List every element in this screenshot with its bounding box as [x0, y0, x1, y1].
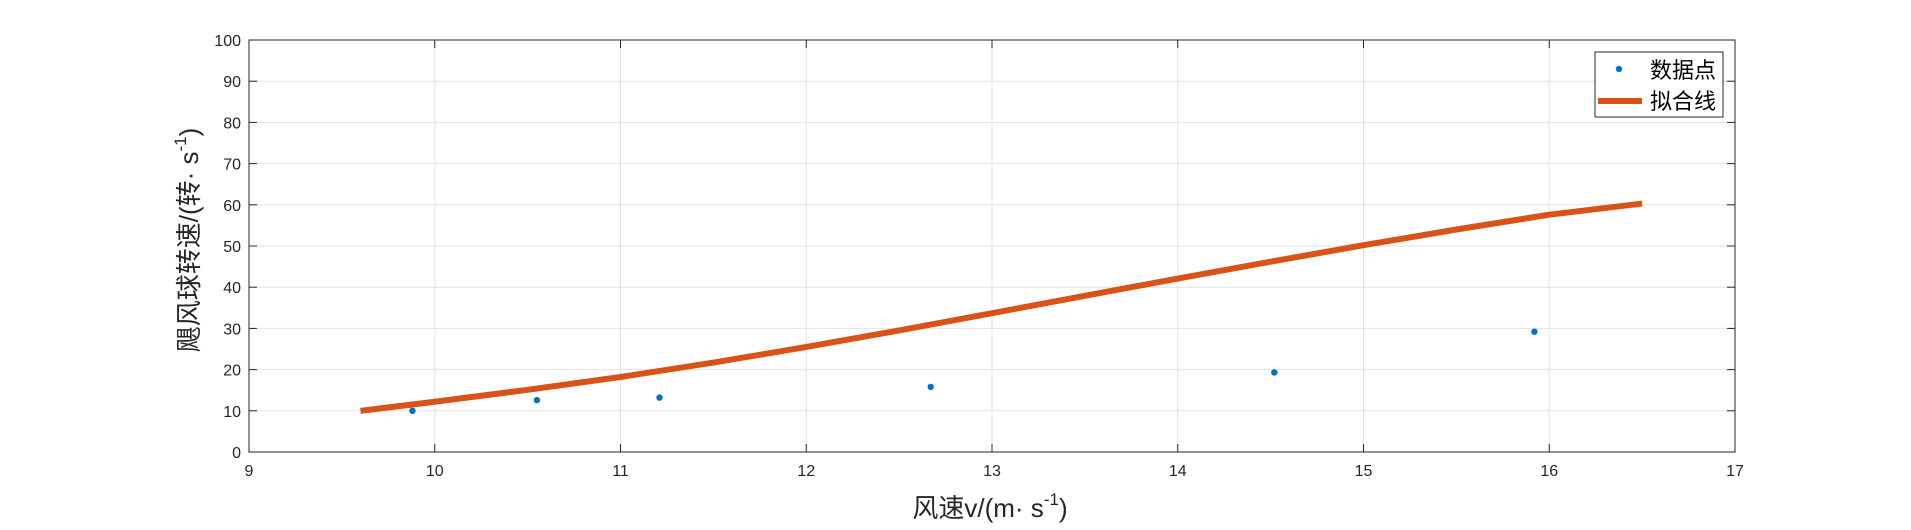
- y-tick-label: 30: [223, 321, 241, 338]
- x-axis-label: 风速v/(m· s-1): [912, 490, 1067, 523]
- x-tick-label: 15: [1355, 463, 1373, 480]
- x-tick-label: 13: [983, 463, 1001, 480]
- data-point: [656, 394, 663, 401]
- y-tick-label: 80: [223, 115, 241, 132]
- x-tick-label: 11: [612, 463, 629, 480]
- y-tick-label: 10: [223, 404, 241, 421]
- fit-line: [360, 200, 1643, 414]
- x-axis-label-text: 风速v/(m· s: [912, 493, 1043, 523]
- y-axis-label-superscript: -1: [171, 136, 190, 151]
- y-tick-label: 60: [223, 198, 241, 215]
- legend-label-line: 拟合线: [1650, 89, 1716, 114]
- data-point: [533, 396, 541, 404]
- y-tick-label: 100: [214, 33, 241, 50]
- series-layer: [360, 200, 1643, 414]
- x-tick-label: 17: [1726, 463, 1744, 480]
- legend-label-points: 数据点: [1650, 58, 1716, 83]
- y-axis-label-text: 飓风球转速/(转· s: [174, 152, 204, 353]
- y-tick-label: 90: [223, 74, 241, 91]
- x-tick-label: 9: [245, 463, 254, 480]
- legend-marker-points: [1615, 65, 1623, 73]
- x-tick-label: 12: [797, 463, 815, 480]
- x-axis-label-superscript: -1: [1044, 490, 1059, 509]
- legend: 数据点 拟合线: [1594, 51, 1724, 118]
- y-tick-label: 0: [232, 445, 241, 462]
- y-tick-label: 20: [223, 363, 241, 380]
- y-tick-label: 40: [223, 280, 241, 297]
- y-tick-label: 50: [223, 239, 241, 256]
- x-tick-label: 10: [426, 463, 444, 480]
- data-point: [1271, 369, 1278, 376]
- data-point: [409, 407, 416, 414]
- y-axis-label: 飓风球转速/(转· s-1): [171, 128, 204, 353]
- axis-ticks: 9 10 11 12 13 14 15 16 17 0 10 20 30 40 50 60 70 80 90 100: [214, 33, 1744, 480]
- x-tick-label: 16: [1540, 463, 1558, 480]
- x-tick-label: 14: [1169, 463, 1187, 480]
- legend-box: [1594, 51, 1724, 118]
- data-point: [1531, 328, 1538, 335]
- x-axis-label-end: ): [1059, 493, 1068, 523]
- data-point: [927, 383, 934, 391]
- y-tick-label: 70: [223, 157, 241, 174]
- y-axis-label-end: ): [174, 128, 204, 137]
